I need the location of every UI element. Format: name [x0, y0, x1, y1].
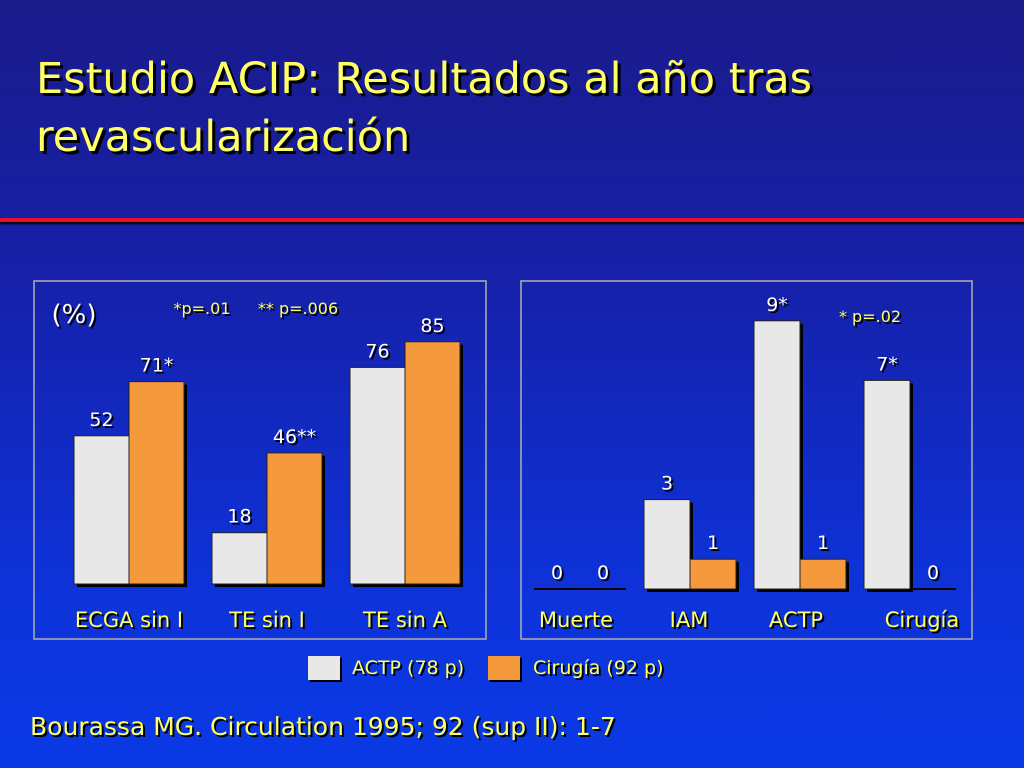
chart2-category-label: ACTP — [769, 608, 823, 632]
chart1-bar-actp — [211, 532, 268, 585]
chart1-unit-label: (%) — [52, 300, 97, 330]
chart1-category-label-shadow: ECGA sin I — [77, 610, 185, 634]
chart1-label-actp-shadow: 18 — [229, 508, 253, 530]
chart2-label-actp-shadow: 0 — [553, 564, 565, 586]
chart1-bar-cirugia — [128, 381, 185, 585]
chart2-label-actp: 3 — [661, 473, 673, 495]
chart1-label-actp: 52 — [89, 409, 113, 431]
legend-label-actp: ACTP (78 p) — [352, 657, 465, 679]
chart2-bar-actp — [863, 379, 911, 590]
source-citation: Bourassa MG. Circulation 1995; 92 (sup I… — [30, 712, 616, 741]
chart1-label-actp: 18 — [227, 506, 251, 528]
chart1-unit-label-shadow: (%) — [54, 302, 99, 332]
chart2-category-label-shadow: IAM — [672, 610, 711, 634]
chart1-bar-actp — [349, 366, 406, 585]
chart2-category-label: IAM — [670, 608, 709, 632]
chart1-bar-cirugia — [404, 341, 461, 585]
chart2-label-cirugia-shadow: 0 — [599, 564, 611, 586]
chart2-category-label-shadow: Muerte — [541, 610, 615, 634]
chart2-label-cirugia-shadow: 1 — [709, 534, 721, 556]
chart1-label-cirugia: 71* — [140, 355, 174, 377]
legend-swatch-actp — [308, 656, 340, 680]
chart2-label-actp: 7* — [876, 353, 898, 375]
chart1-annotation-2: ** p=.006 — [258, 299, 338, 318]
chart2-frame — [520, 280, 973, 640]
chart1-label-actp: 76 — [365, 340, 389, 362]
chart1-label-cirugia: 85 — [420, 315, 444, 337]
chart2-category-label-shadow: Cirugía — [887, 610, 961, 634]
chart1-annotation-1: *p=.01 — [173, 299, 230, 318]
chart1-bar-cirugia — [266, 452, 323, 585]
chart1-annotation-2-shadow: ** p=.006 — [260, 301, 340, 320]
chart1-label-actp-shadow: 52 — [91, 411, 115, 433]
chart2-bar-cirugia — [799, 558, 847, 590]
chart2-label-cirugia: 1 — [707, 532, 719, 554]
slide-title: Estudio ACIP: Resultados al año tras rev… — [36, 54, 813, 162]
chart2-label-actp: 9* — [766, 294, 788, 316]
chart1-category-label: TE sin I — [228, 608, 305, 632]
legend-swatch-cirugia — [488, 656, 520, 680]
chart2-annotation-1: * p=.02 — [839, 307, 901, 326]
chart2-label-actp-shadow: 7* — [878, 355, 900, 377]
chart2-bar-actp — [643, 499, 691, 590]
chart1-label-cirugia-shadow: 46** — [275, 428, 318, 450]
chart2-category-label: Muerte — [539, 608, 613, 632]
legend-label-cirugia: Cirugía (92 p) — [533, 657, 664, 679]
chart1-label-actp-shadow: 76 — [367, 342, 391, 364]
chart1-frame — [33, 280, 487, 640]
chart2-label-cirugia: 0 — [597, 562, 609, 584]
chart2-label-cirugia-shadow: 1 — [819, 534, 831, 556]
chart1-category-label: ECGA sin I — [75, 608, 183, 632]
chart1-label-cirugia-shadow: 85 — [422, 317, 446, 339]
chart2-label-cirugia: 0 — [927, 562, 939, 584]
chart2-label-cirugia-shadow: 0 — [929, 564, 941, 586]
chart2-bar-cirugia — [689, 558, 737, 590]
chart2-category-label: Cirugía — [885, 608, 959, 632]
chart1-category-label-shadow: TE sin A — [364, 610, 450, 634]
chart1-annotation-1-shadow: *p=.01 — [175, 301, 232, 320]
chart1-label-cirugia-shadow: 71* — [142, 357, 176, 379]
chart1-category-label-shadow: TE sin I — [230, 610, 307, 634]
chart2-label-actp-shadow: 9* — [768, 296, 790, 318]
chart2-category-label-shadow: ACTP — [771, 610, 825, 634]
chart2-bar-actp — [753, 320, 801, 590]
chart1-label-cirugia: 46** — [273, 426, 316, 448]
chart2-label-actp-shadow: 3 — [663, 475, 675, 497]
chart1-category-label: TE sin A — [362, 608, 448, 632]
chart2-label-actp: 0 — [551, 562, 563, 584]
chart2-label-cirugia: 1 — [817, 532, 829, 554]
chart1-bar-actp — [73, 435, 130, 585]
chart2-annotation-1-shadow: * p=.02 — [841, 309, 903, 328]
title-divider — [0, 218, 1024, 222]
